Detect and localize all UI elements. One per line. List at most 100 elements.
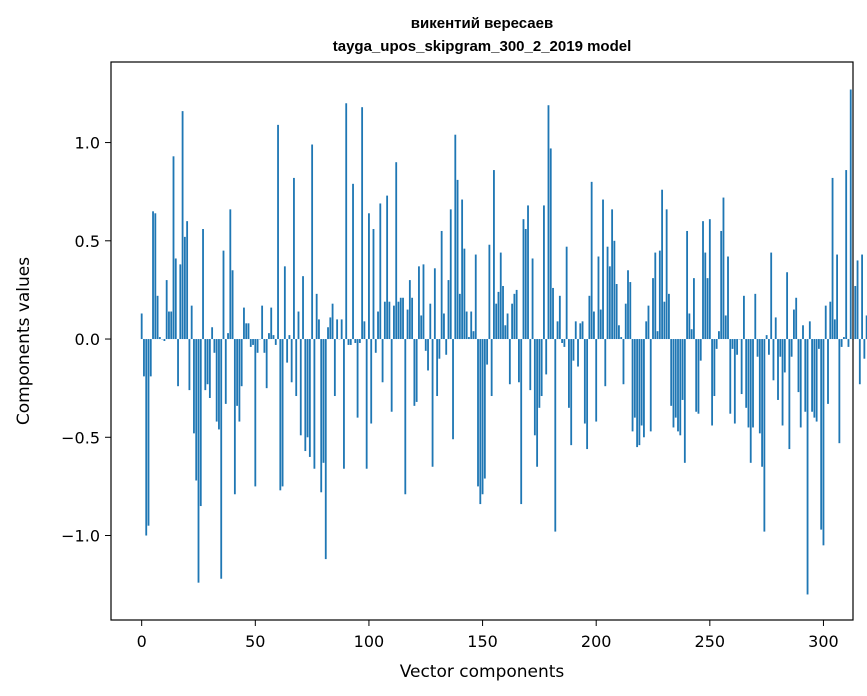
- plot-frame: [110, 61, 854, 621]
- bar: [833, 319, 836, 340]
- bar: [206, 339, 209, 385]
- bar: [345, 103, 348, 340]
- bar: [265, 339, 268, 389]
- bar: [329, 317, 332, 340]
- bar: [215, 339, 218, 422]
- bar: [747, 339, 750, 428]
- bar: [536, 339, 539, 467]
- bar: [311, 144, 314, 340]
- bar: [313, 339, 316, 469]
- bar: [279, 339, 282, 491]
- bar: [790, 339, 793, 357]
- bar: [581, 321, 584, 340]
- bar: [477, 339, 479, 487]
- bar: [761, 339, 764, 467]
- chart-subtitle: tayga_upos_skipgram_300_2_2019 model: [333, 38, 632, 55]
- bar: [838, 339, 841, 444]
- bar: [508, 339, 511, 385]
- bar: [188, 339, 191, 391]
- bar: [372, 229, 375, 340]
- bar: [365, 339, 368, 469]
- bar: [288, 335, 291, 340]
- bar: [261, 305, 264, 340]
- bar: [818, 339, 820, 349]
- bar: [483, 339, 486, 479]
- bar: [749, 339, 752, 463]
- bar: [549, 148, 552, 340]
- bar: [808, 321, 811, 340]
- bar: [638, 339, 641, 446]
- bar: [143, 339, 145, 377]
- bar: [147, 339, 150, 526]
- bar: [308, 339, 311, 457]
- bar: [154, 213, 157, 340]
- bar: [165, 280, 168, 340]
- bar: [786, 272, 789, 340]
- bar: [370, 339, 373, 424]
- bar: [306, 339, 309, 438]
- bar: [554, 339, 557, 532]
- bar: [429, 303, 432, 340]
- bar: [233, 339, 236, 495]
- bar: [665, 209, 668, 340]
- bar: [240, 339, 243, 387]
- bar: [318, 319, 320, 340]
- bar: [827, 339, 829, 404]
- bar: [531, 258, 534, 340]
- bar: [363, 321, 366, 340]
- bar: [381, 339, 384, 383]
- bar: [602, 199, 604, 340]
- bar: [656, 331, 659, 340]
- bar: [561, 339, 564, 343]
- bar: [511, 303, 514, 340]
- bar: [208, 339, 211, 398]
- bar: [236, 339, 239, 406]
- bar: [524, 229, 527, 340]
- bar: [149, 339, 152, 377]
- bar: [543, 205, 545, 340]
- bar: [158, 337, 161, 340]
- bar: [513, 293, 516, 340]
- bar: [849, 89, 852, 340]
- bar: [211, 327, 214, 340]
- bar: [402, 297, 404, 340]
- bar: [772, 339, 775, 381]
- bar: [622, 339, 625, 385]
- bar: [529, 339, 532, 391]
- bar: [461, 199, 464, 340]
- x-tick-label: 50: [245, 632, 265, 651]
- y-axis-ticks: −1.0 −0.5 0.0 0.5 1.0: [61, 134, 111, 546]
- bar: [672, 339, 675, 428]
- bar: [302, 276, 304, 340]
- bar: [613, 240, 616, 340]
- bar: [624, 303, 627, 340]
- bar: [654, 252, 657, 340]
- bar: [745, 339, 748, 408]
- bars-group: [140, 89, 867, 595]
- bar: [413, 339, 416, 406]
- bar: [711, 339, 714, 426]
- x-tick-label: 250: [695, 632, 726, 651]
- bar: [645, 321, 648, 340]
- y-tick-label: −0.5: [61, 428, 100, 447]
- bar: [795, 297, 798, 340]
- bar: [179, 264, 182, 340]
- bar: [563, 339, 566, 347]
- bar: [658, 250, 661, 340]
- bar: [686, 230, 689, 340]
- bar: [806, 339, 809, 595]
- bar: [649, 339, 652, 432]
- bar: [418, 266, 420, 340]
- bar: [340, 319, 343, 340]
- x-tick-label: 150: [467, 632, 498, 651]
- bar: [636, 339, 639, 448]
- bar: [304, 339, 307, 452]
- bar: [568, 339, 570, 408]
- bar: [331, 303, 334, 340]
- bar: [733, 339, 736, 424]
- bar: [368, 213, 370, 340]
- bar: [688, 313, 691, 340]
- y-tick-label: 0.0: [75, 330, 100, 349]
- bar: [472, 331, 475, 340]
- bar: [743, 295, 745, 340]
